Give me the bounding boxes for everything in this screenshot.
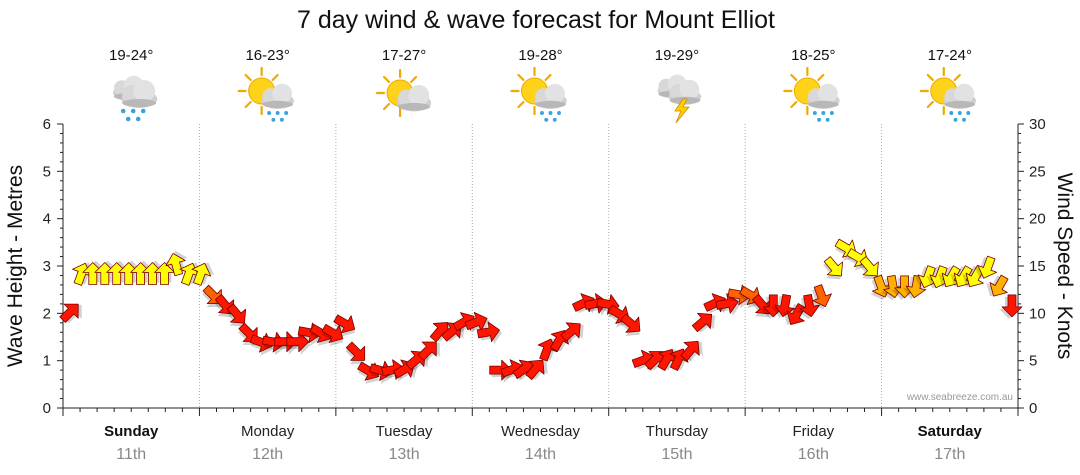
day-label: Sunday [104,423,159,440]
wind-arrow [986,274,1009,297]
credit-text: www.seabreeze.com.au [906,392,1013,403]
weather-row: 19-24° 16-23° 17-27° 19-28° 19-29° 18-25° 17-2… [109,47,976,124]
wind-arrow [560,322,584,343]
y-tick-label: 2 [43,305,51,322]
sun-cloud-icon [375,68,432,118]
y2-tick-label: 0 [1029,400,1037,417]
date-label: 15th [661,446,692,463]
wind-arrow [914,265,938,289]
wind-arrow [938,265,961,288]
date-label: 17th [934,446,965,463]
date-label: 14th [525,446,556,463]
wind-arrow [858,256,879,280]
wind-arrow [321,323,344,347]
chart-title: 7 day wind & wave forecast for Mount Ell… [297,6,775,34]
wind-arrow [620,313,641,336]
wind-arrow [165,250,188,277]
temp-range: 16-23° [245,47,289,64]
day-label: Thursday [646,423,709,440]
day-label: Monday [241,423,295,440]
wind-arrow [286,331,311,355]
day-label: Wednesday [501,423,580,440]
date-label: 16th [798,446,829,463]
wind-arrows [59,238,1023,384]
y-tick-label: 4 [43,211,51,228]
wind-arrow [691,312,716,333]
wind-arrow [525,359,548,380]
temp-range: 19-29° [655,47,699,64]
y2-tick-label: 5 [1029,353,1037,370]
storm-cloud-icon [657,74,702,124]
sun-cloud-rain-icon [237,66,294,122]
wind-arrow [191,262,215,286]
wind-arrow [823,256,843,280]
y2-tick-label: 10 [1029,305,1046,322]
date-label: 11th [116,446,146,463]
wind-arrow [417,341,440,362]
wind-arrow [476,321,503,345]
sun-cloud-rain-icon [783,66,840,122]
wind-arrow [810,284,832,310]
temp-range: 17-24° [928,47,972,64]
wind-arrow [680,340,703,362]
date-label: 13th [389,446,420,463]
sun-cloud-rain-icon [510,66,567,122]
wind-arrow [226,303,247,327]
y-tick-label: 0 [43,400,51,417]
wind-arrow [59,303,82,324]
day-label: Friday [793,423,835,440]
wind-arrow [715,293,741,316]
temp-range: 19-28° [518,47,562,64]
wind-arrow [771,293,795,319]
wind-arrow [950,265,973,288]
sun-cloud-rain-icon [919,66,976,122]
wind-arrow [333,314,356,337]
wind-arrow [962,265,985,288]
wind-arrow [926,265,950,289]
y-axis-label: Wave Height - Metres [4,165,27,367]
y2-tick-label: 30 [1029,116,1046,133]
wind-arrow [999,294,1023,319]
temp-range: 18-25° [791,47,835,64]
day-label: Tuesday [376,423,433,440]
y2-tick-label: 20 [1029,211,1046,228]
y-tick-label: 6 [43,116,51,133]
wind-arrow [345,341,366,364]
temp-range: 17-27° [382,47,426,64]
temp-range: 19-24° [109,47,153,64]
y-tick-label: 1 [43,353,51,370]
rain-cloud-icon [113,75,158,122]
y2-tick-label: 25 [1029,163,1046,180]
wind-arrow [974,255,997,280]
date-label: 12th [252,446,283,463]
wind-arrow [797,293,820,320]
wind-arrow [880,274,904,301]
y2-tick-label: 15 [1029,258,1046,275]
y-tick-label: 3 [43,258,51,275]
day-label: Saturday [918,423,983,440]
axes: 0 1 2 3 4 5 6 0 5 10 15 20 25 30 Sunday 11th Monday 12th T… [43,116,1046,463]
y-tick-label: 5 [43,163,51,180]
y2-axis-label: Wind Speed - Knots [1053,173,1076,360]
